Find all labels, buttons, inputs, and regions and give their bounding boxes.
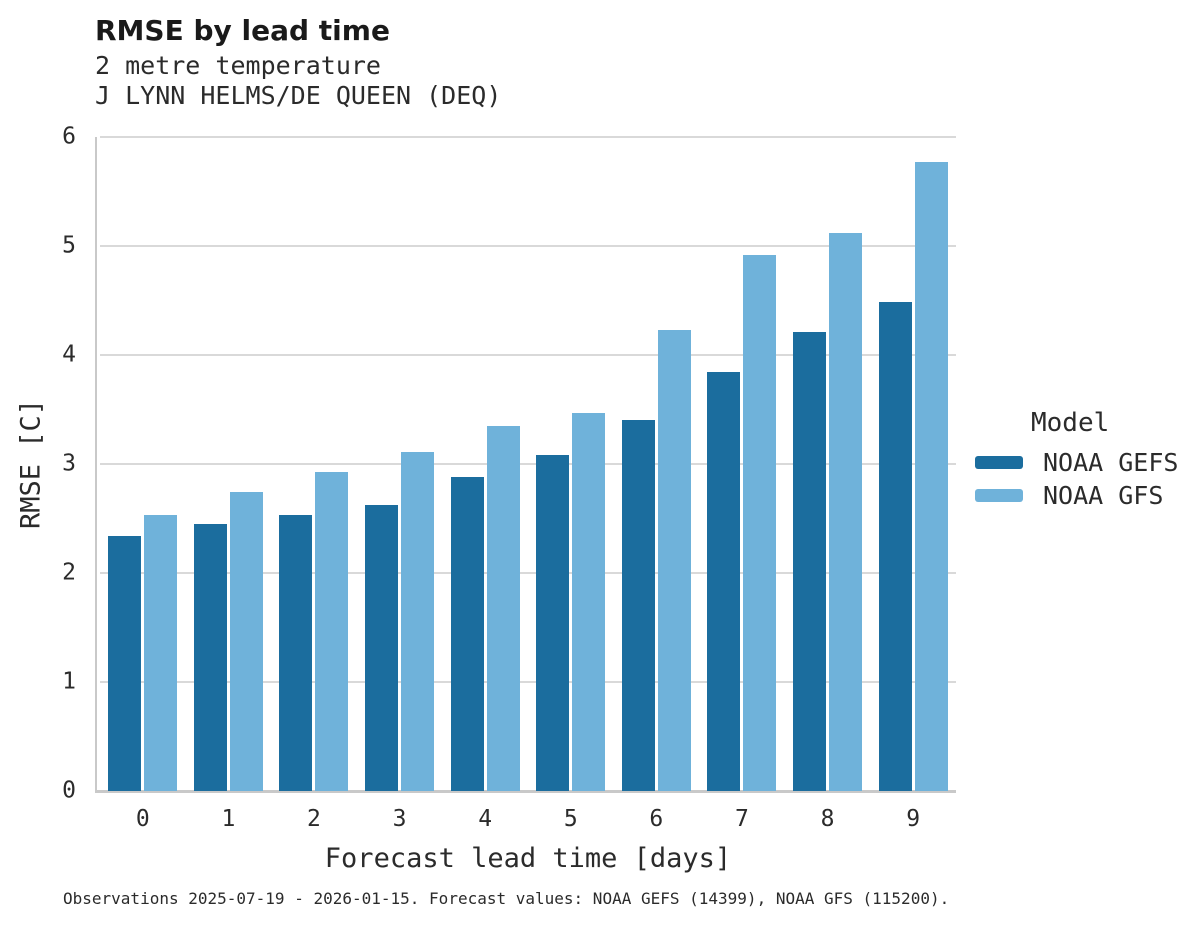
x-tick-label-9: 9 <box>906 806 921 832</box>
bar-noaa-gefs-lead-4 <box>450 477 484 791</box>
bar-noaa-gfs-lead-9 <box>914 162 948 791</box>
bar-noaa-gfs-lead-3 <box>401 452 435 791</box>
x-tick-label-3: 3 <box>392 806 407 832</box>
bar-noaa-gefs-lead-1 <box>193 523 227 791</box>
footer-note: Observations 2025-07-19 - 2026-01-15. Fo… <box>63 889 950 908</box>
bar-group-lead-6 <box>614 137 700 791</box>
bar-noaa-gfs-lead-0 <box>144 515 178 791</box>
bar-noaa-gefs-lead-0 <box>108 535 142 791</box>
bar-group-lead-1 <box>186 137 272 791</box>
legend-swatch-noaa-gfs <box>975 488 1023 502</box>
y-tick-label-2: 2 <box>62 559 76 586</box>
gridline-y-5 <box>100 245 956 247</box>
y-tick-label-3: 3 <box>62 450 76 477</box>
gridline-y-4 <box>100 354 956 357</box>
bar-group-lead-4 <box>442 137 528 791</box>
x-tick-label-0: 0 <box>135 806 150 832</box>
x-axis-line <box>95 790 956 793</box>
y-tick-label-0: 0 <box>62 777 76 804</box>
bar-group-lead-2 <box>271 137 357 791</box>
y-tick-label-5: 5 <box>62 232 76 259</box>
x-tick-label-2: 2 <box>307 806 321 832</box>
bar-noaa-gfs-lead-6 <box>657 329 691 791</box>
bar-noaa-gfs-lead-7 <box>743 254 777 791</box>
bar-group-lead-0 <box>100 137 186 791</box>
gridline-y-1 <box>100 681 956 684</box>
bar-group-lead-9 <box>870 137 956 791</box>
chart-subtitle-station: J LYNN HELMS/DE QUEEN (DEQ) <box>95 81 502 110</box>
chart-subtitle-variable: 2 metre temperature <box>95 51 381 80</box>
bar-noaa-gefs-lead-6 <box>621 420 655 791</box>
gridline-y-6 <box>100 136 956 138</box>
plot-area: 0 1 2 3 4 5 6 <box>62 125 956 802</box>
y-tick-label-6: 6 <box>62 123 76 150</box>
legend-title: Model <box>1031 408 1110 438</box>
bar-noaa-gefs-lead-5 <box>536 455 570 791</box>
chart-title: RMSE by lead time <box>95 14 390 47</box>
x-tick-labels: 0 1 2 3 4 5 6 7 8 9 <box>100 806 956 832</box>
bar-noaa-gefs-lead-2 <box>279 515 313 791</box>
x-tick-label-8: 8 <box>820 806 835 832</box>
x-tick-label-4: 4 <box>478 806 493 832</box>
bar-noaa-gfs-lead-2 <box>315 471 349 791</box>
bar-noaa-gfs-lead-1 <box>229 492 263 791</box>
bar-noaa-gfs-lead-5 <box>572 412 606 791</box>
y-tick-label-1: 1 <box>62 668 76 695</box>
bar-noaa-gefs-lead-8 <box>793 332 827 791</box>
legend-item-noaa-gefs: NOAA GEFS <box>963 447 1179 477</box>
bar-noaa-gfs-lead-4 <box>486 425 520 791</box>
y-tick-label-4: 4 <box>62 341 76 368</box>
x-tick-label-1: 1 <box>221 806 236 832</box>
bar-group-lead-8 <box>785 137 871 791</box>
bar-group-lead-3 <box>357 137 443 791</box>
legend-swatch-noaa-gefs <box>975 455 1023 469</box>
x-axis-title: Forecast lead time [days] <box>324 843 732 874</box>
bar-noaa-gefs-lead-3 <box>365 505 399 791</box>
legend: Model NOAA GEFS NOAA GFS <box>963 408 1179 510</box>
legend-label-noaa-gfs: NOAA GFS <box>1043 480 1164 510</box>
bar-group-lead-7 <box>699 137 785 791</box>
y-axis-line <box>95 137 97 791</box>
x-tick-label-6: 6 <box>649 806 664 832</box>
x-tick-label-5: 5 <box>563 806 578 832</box>
bar-noaa-gefs-lead-7 <box>707 372 741 791</box>
gridline-y-3 <box>100 463 956 465</box>
gridline-y-2 <box>100 572 956 575</box>
legend-item-noaa-gfs: NOAA GFS <box>963 480 1178 510</box>
bar-noaa-gfs-lead-8 <box>829 232 863 791</box>
bar-noaa-gefs-lead-9 <box>878 301 912 791</box>
x-tick-label-7: 7 <box>735 806 749 832</box>
bar-group-lead-5 <box>528 137 614 791</box>
legend-label-noaa-gefs: NOAA GEFS <box>1043 447 1179 477</box>
